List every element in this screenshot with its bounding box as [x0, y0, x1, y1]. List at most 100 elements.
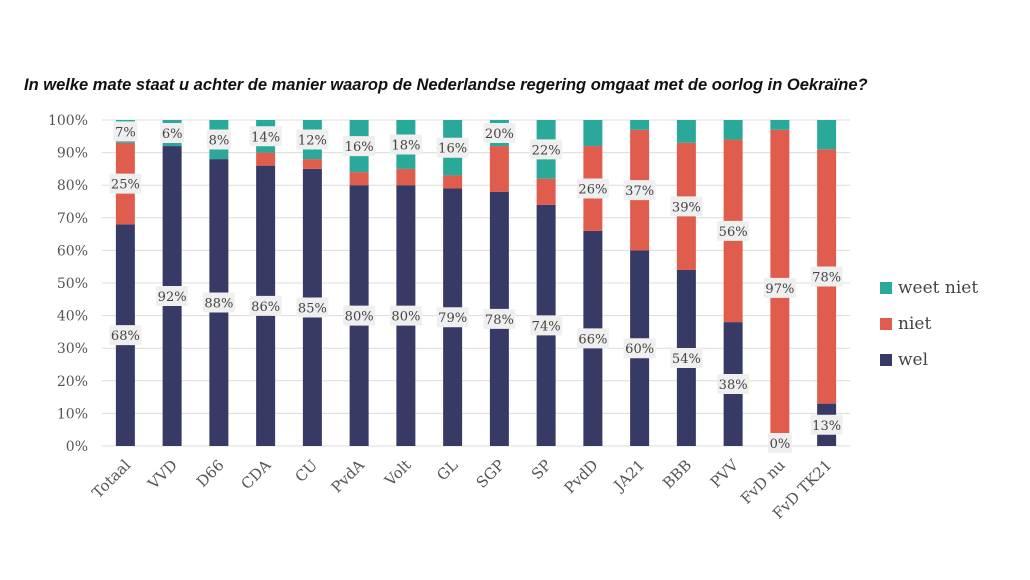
data-label-wel-sp: 74%	[532, 319, 561, 334]
data-label-wel-ja21: 60%	[625, 342, 654, 357]
bar-weet-niet-bbb	[676, 120, 696, 143]
data-label-bg	[763, 277, 796, 298]
data-label-wel-pvv: 38%	[719, 378, 748, 393]
bar-niet-cu	[302, 159, 322, 169]
data-label-bg	[483, 308, 516, 329]
y-tick-label: 60%	[57, 243, 88, 259]
x-category-label: VVD	[144, 456, 181, 493]
x-category-label: PVV	[707, 455, 743, 491]
data-label-bg	[436, 137, 469, 158]
x-category-label: JA21	[609, 456, 649, 496]
data-label-bg	[156, 286, 189, 307]
x-category-label: PvdD	[561, 456, 602, 497]
legend-swatch-weet-niet	[880, 282, 892, 294]
data-label-wel-cda: 86%	[251, 300, 280, 315]
data-labels: 68% 25% 7% 92% 6% 88% 8% 86% 14% 85% 12% 80% 16% 80% 1…	[109, 121, 843, 453]
legend-label-niet: niet	[898, 314, 931, 334]
data-label-bg	[113, 121, 138, 142]
x-category-label: D66	[193, 456, 228, 491]
legend-swatch-niet	[880, 318, 892, 330]
data-label-bg	[436, 307, 469, 328]
y-tick-label: 50%	[57, 276, 88, 292]
y-tick-label: 100%	[48, 113, 88, 129]
y-axis: 0% 10% 20% 30% 40% 50% 60% 70% 80% 90% 100%	[48, 113, 88, 455]
data-label-wel-fvd-tk21: 13%	[812, 419, 841, 434]
bar-weet-niet-pvv	[723, 120, 743, 140]
data-label-bg	[389, 305, 422, 326]
x-axis: Totaal VVD D66 CDA CU PvdA Volt GL SGP SP PvdD JA21…	[89, 455, 836, 522]
bar-weet-niet-ja21	[630, 120, 650, 130]
bar-niet-volt	[396, 168, 416, 186]
bar-weet-niet-fvd-tk21	[817, 120, 837, 150]
data-label-bg	[343, 136, 376, 157]
data-label-bg	[717, 374, 750, 395]
data-label-bg	[206, 129, 231, 150]
y-tick-label: 0%	[66, 439, 88, 455]
data-label-wel-pvdd: 66%	[578, 332, 607, 347]
data-label-weet-niet-cda: 14%	[251, 130, 280, 145]
data-label-bg	[109, 325, 142, 346]
y-tick-label: 30%	[57, 341, 88, 357]
y-tick-label: 10%	[57, 406, 88, 422]
data-label-bg	[530, 139, 563, 160]
bar-weet-niet-pvdd	[583, 120, 603, 147]
data-label-wel-cu: 85%	[298, 301, 327, 316]
y-tick-label: 90%	[57, 146, 88, 162]
x-category-label: Totaal	[89, 456, 135, 502]
data-label-bg	[810, 414, 843, 435]
data-label-niet-pvdd: 26%	[578, 182, 607, 197]
data-label-bg	[389, 134, 422, 155]
y-tick-label: 40%	[57, 309, 88, 325]
data-label-bg	[249, 126, 282, 147]
x-category-label: GL	[433, 456, 461, 484]
bar-niet-pvda	[349, 172, 369, 186]
data-label-bg	[202, 292, 235, 313]
x-category-label: CU	[291, 456, 321, 486]
x-category-label: SGP	[473, 456, 509, 492]
data-label-bg	[576, 328, 609, 349]
data-label-wel-totaal: 68%	[111, 329, 140, 344]
y-tick-label: 20%	[57, 374, 88, 390]
data-label-wel-d66: 88%	[204, 297, 233, 312]
x-category-label: BBB	[659, 456, 695, 492]
data-label-weet-niet-volt: 18%	[391, 138, 420, 153]
bar-niet-sp	[536, 178, 556, 205]
data-label-wel-pvda: 80%	[345, 310, 374, 325]
data-label-weet-niet-cu: 12%	[298, 134, 327, 149]
data-label-weet-niet-d66: 8%	[209, 134, 230, 149]
x-category-label: Volt	[381, 456, 415, 490]
data-label-niet-ja21: 37%	[625, 184, 654, 199]
legend-swatch-wel	[880, 354, 892, 366]
data-label-weet-niet-sgp: 20%	[485, 127, 514, 142]
data-label-weet-niet-vvd: 6%	[162, 127, 183, 142]
data-label-niet-pvv: 56%	[719, 225, 748, 240]
y-tick-label: 80%	[57, 178, 88, 194]
data-label-bg	[623, 338, 656, 359]
legend: weet niet niet wel	[880, 278, 978, 370]
data-label-wel-volt: 80%	[391, 310, 420, 325]
chart-title: In welke mate staat u achter de manier w…	[24, 76, 868, 94]
data-label-bg	[767, 433, 792, 453]
data-label-bg	[483, 123, 516, 144]
data-label-weet-niet-totaal: 7%	[115, 125, 136, 140]
data-label-wel-fvd-nu: 0%	[770, 437, 791, 452]
data-label-weet-niet-pvda: 16%	[345, 140, 374, 155]
bar-niet-cda	[256, 152, 276, 166]
data-label-wel-gl: 79%	[438, 311, 467, 326]
data-label-bg	[296, 297, 329, 318]
data-label-bg	[160, 123, 185, 144]
x-category-label: CDA	[237, 456, 274, 493]
data-label-wel-bbb: 54%	[672, 352, 701, 367]
data-label-bg	[296, 129, 329, 150]
data-label-bg	[576, 178, 609, 199]
data-label-bg	[109, 173, 142, 194]
data-label-bg	[249, 295, 282, 316]
data-label-niet-bbb: 39%	[672, 200, 701, 215]
data-label-niet-totaal: 25%	[111, 178, 140, 193]
data-label-bg	[530, 315, 563, 336]
data-label-weet-niet-gl: 16%	[438, 142, 467, 157]
data-label-niet-fvd-tk21: 78%	[812, 270, 841, 285]
legend-label-wel: wel	[898, 350, 928, 370]
data-label-bg	[670, 196, 703, 217]
